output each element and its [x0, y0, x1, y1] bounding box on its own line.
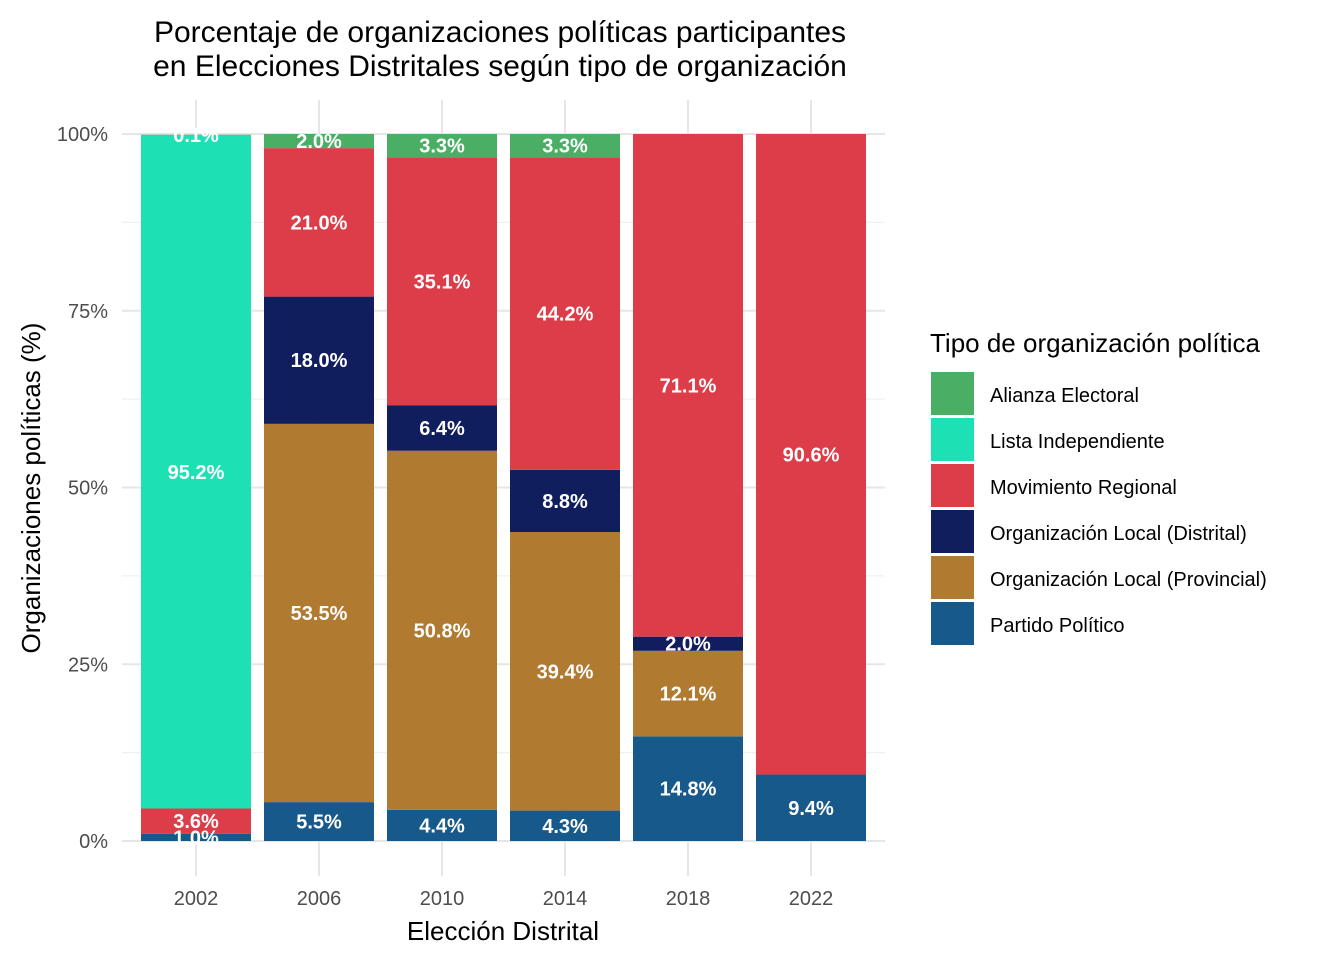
data-label: 44.2% [537, 304, 594, 326]
data-label: 14.8% [660, 779, 717, 801]
bar-segment [510, 810, 620, 841]
bar-segment [387, 405, 497, 451]
bar-segment [387, 450, 497, 810]
bar-segment [633, 636, 743, 651]
bar-segment [510, 134, 620, 158]
bar-segment [510, 157, 620, 470]
bar-segment [510, 469, 620, 533]
legend-title: Tipo de organización política [930, 328, 1261, 358]
data-label: 4.4% [419, 815, 465, 837]
bar-segment [633, 134, 743, 637]
data-label: 18.0% [291, 350, 348, 372]
x-tick-label: 2010 [420, 888, 465, 910]
bar-segment [141, 833, 251, 841]
legend: Tipo de organización política Alianza El… [930, 328, 1267, 645]
bars [141, 134, 866, 841]
bar-segment [510, 532, 620, 811]
data-label: 50.8% [414, 620, 471, 642]
legend-swatch [931, 556, 974, 599]
legend-swatch [931, 510, 974, 553]
legend-swatch [931, 372, 974, 415]
legend-label: Lista Independiente [990, 431, 1165, 453]
x-tick-label: 2018 [666, 888, 711, 910]
bar-segment [264, 134, 374, 149]
bar-segment [756, 134, 866, 775]
chart-title: Porcentaje de organizaciones políticas p… [153, 16, 847, 83]
data-label: 3.3% [419, 136, 465, 158]
bar-segment [141, 135, 251, 809]
legend-label: Movimiento Regional [990, 477, 1177, 499]
data-label: 71.1% [660, 375, 717, 397]
segment-labels: 1.0%3.6% 95.2% 0.1% 5.5% 53.5% 18.0% 21.0% 2.0%… [168, 125, 840, 849]
data-label: 3.3% [542, 136, 588, 158]
legend-label: Organización Local (Provincial) [990, 569, 1267, 591]
y-tick-label: 75% [68, 301, 108, 323]
data-label: 39.4% [537, 661, 594, 683]
data-label: 1.0% [173, 827, 219, 849]
chart-title-line: Porcentaje de organizaciones políticas p… [154, 16, 846, 49]
data-label: 4.3% [542, 816, 588, 838]
bar-segment [141, 134, 251, 136]
y-tick-label: 25% [68, 654, 108, 676]
data-label: 3.6% [173, 811, 219, 833]
data-label: 2.0% [665, 634, 711, 656]
bar-segment [141, 808, 251, 834]
data-label: 6.4% [419, 418, 465, 440]
bar-segment [264, 296, 374, 424]
data-label: 90.6% [783, 444, 840, 466]
y-tick-label: 50% [68, 478, 108, 500]
data-label: 53.5% [291, 603, 348, 625]
x-axis-title: Elección Distrital [407, 916, 599, 946]
data-label: 0.1% [173, 125, 219, 147]
bar-segment [756, 774, 866, 841]
bar-segment [264, 802, 374, 841]
legend-label: Alianza Electoral [990, 385, 1139, 407]
data-label: 95.2% [168, 462, 225, 484]
legend-swatch [931, 418, 974, 461]
bar-segment [264, 148, 374, 297]
x-tick-label: 2022 [789, 888, 834, 910]
legend-swatch [931, 602, 974, 645]
legend-label: Organización Local (Distrital) [990, 523, 1247, 545]
data-label: 21.0% [291, 212, 348, 234]
bar-segment [387, 134, 497, 158]
x-tick-label: 2014 [543, 888, 588, 910]
data-label: 5.5% [296, 812, 342, 834]
legend-swatch [931, 464, 974, 507]
x-axis-ticks: 2002 2006 2010 2014 2018 2022 [174, 888, 834, 910]
chart-title-line: en Elecciones Distritales según tipo de … [153, 50, 847, 83]
bar-segment [264, 423, 374, 803]
data-label: 35.1% [414, 271, 471, 293]
data-label: 9.4% [788, 798, 834, 820]
y-axis-ticks: 0% 25% 50% 75% 100% [57, 124, 108, 853]
y-tick-label: 100% [57, 124, 108, 146]
x-tick-label: 2002 [174, 888, 219, 910]
data-label: 8.8% [542, 491, 588, 513]
bar-segment [387, 157, 497, 406]
y-axis-title: Organizaciones políticas (%) [16, 323, 46, 654]
bar-segment [633, 736, 743, 841]
bar-segment [633, 650, 743, 737]
data-label: 12.1% [660, 684, 717, 706]
y-tick-label: 0% [79, 831, 108, 853]
data-label: 2.0% [296, 131, 342, 153]
x-tick-label: 2006 [297, 888, 342, 910]
legend-label: Partido Político [990, 615, 1125, 637]
bar-segment [387, 809, 497, 841]
